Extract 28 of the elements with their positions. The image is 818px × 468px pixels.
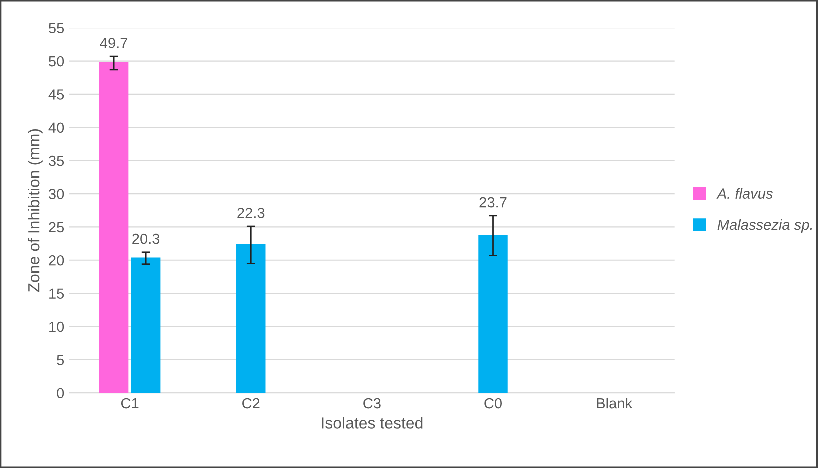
y-tick-label: 40 bbox=[48, 122, 64, 134]
legend-label: Malassezia sp. bbox=[718, 219, 812, 234]
data-label: 49.7 bbox=[100, 38, 128, 48]
y-axis-title: Zone of Inhibition (mm) bbox=[28, 129, 43, 292]
x-tick-label: C3 bbox=[364, 398, 381, 409]
x-tick-label: C2 bbox=[242, 398, 260, 409]
bar bbox=[131, 258, 161, 394]
y-tick-label: 35 bbox=[49, 156, 64, 166]
y-tick-label: 25 bbox=[49, 222, 64, 233]
x-tick-label: C0 bbox=[484, 398, 502, 409]
data-label: 22.3 bbox=[238, 208, 265, 218]
x-tick-label: Blank bbox=[597, 398, 633, 409]
y-tick-label: 10 bbox=[50, 322, 64, 332]
data-label: 23.7 bbox=[480, 197, 507, 208]
x-tick-label: C1 bbox=[121, 398, 139, 409]
bar bbox=[99, 62, 129, 394]
y-tick-label: 15 bbox=[50, 288, 64, 299]
y-tick-label: 55 bbox=[49, 23, 64, 34]
legend-label: A. flavus bbox=[716, 188, 773, 199]
y-tick-label: 5 bbox=[57, 355, 64, 366]
y-tick-label: 0 bbox=[57, 388, 64, 399]
y-tick-label: 50 bbox=[49, 56, 64, 67]
y-tick-label: 20 bbox=[49, 255, 64, 266]
x-axis-title: Isolates tested bbox=[322, 417, 423, 429]
data-label: 20.3 bbox=[132, 234, 160, 244]
y-tick-label: 45 bbox=[48, 90, 64, 100]
y-tick-label: 30 bbox=[49, 189, 64, 200]
bar bbox=[478, 235, 508, 394]
